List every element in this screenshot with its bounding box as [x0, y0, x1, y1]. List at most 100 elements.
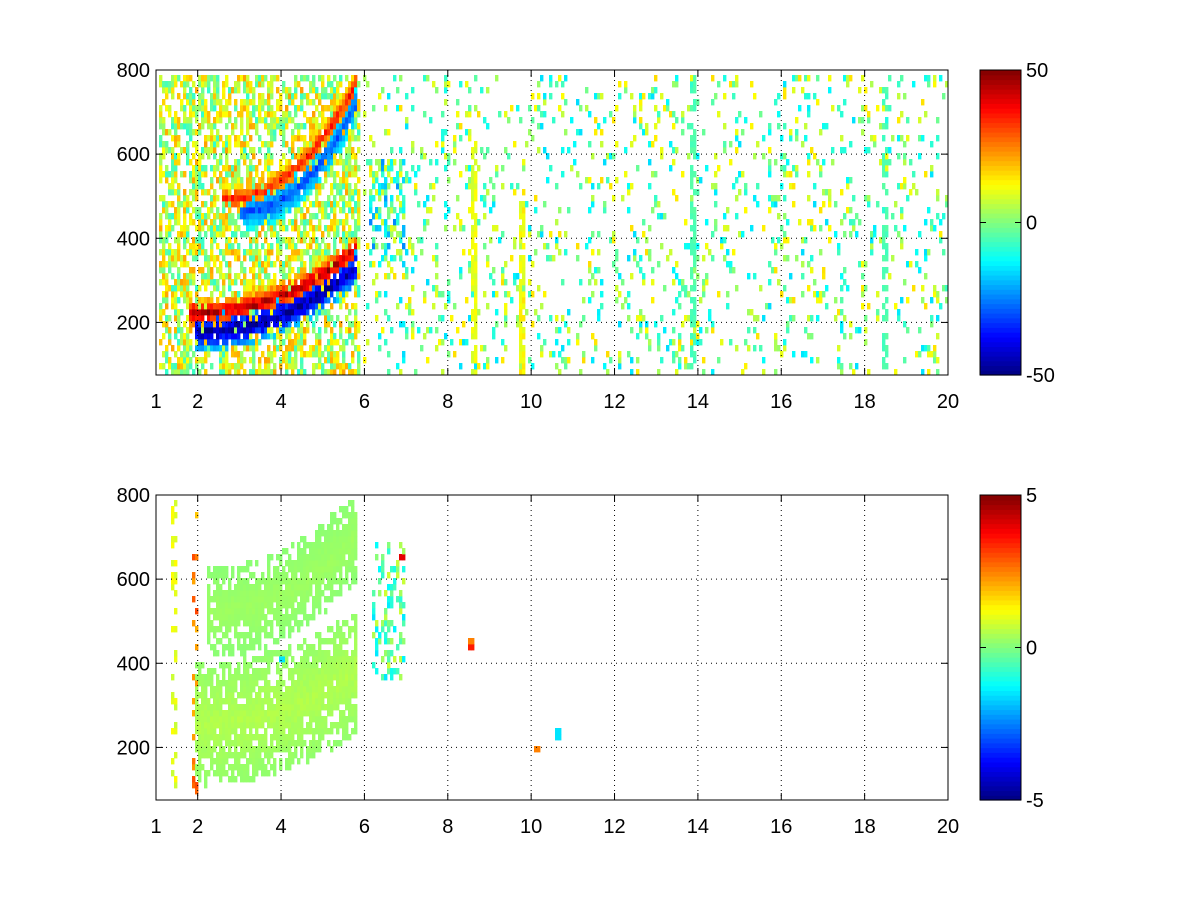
- heatmap-cell: [297, 728, 301, 735]
- heatmap-cell: [945, 285, 949, 292]
- heatmap-cell: [216, 752, 220, 759]
- heatmap-cell: [651, 87, 655, 94]
- heatmap-cell: [435, 243, 439, 250]
- heatmap-cell: [252, 237, 256, 244]
- heatmap-cell: [228, 273, 232, 280]
- heatmap-cell: [354, 183, 358, 190]
- heatmap-cell: [264, 596, 268, 603]
- heatmap-cell: [243, 273, 247, 280]
- heatmap-cell: [183, 93, 187, 100]
- heatmap-cell: [213, 710, 217, 717]
- heatmap-cell: [336, 279, 340, 286]
- heatmap-cell: [198, 243, 202, 250]
- heatmap-cell: [255, 698, 259, 705]
- heatmap-cell: [168, 225, 172, 232]
- heatmap-cell: [657, 261, 661, 268]
- heatmap-cell: [258, 189, 262, 196]
- heatmap-cell: [243, 620, 247, 627]
- heatmap-cell: [849, 363, 853, 370]
- heatmap-cell: [165, 321, 169, 328]
- heatmap-cell: [873, 231, 877, 238]
- heatmap-cell: [234, 620, 238, 627]
- heatmap-cell: [837, 309, 841, 316]
- heatmap-cell: [804, 351, 808, 358]
- heatmap-cell: [312, 75, 316, 82]
- heatmap-cell: [372, 105, 376, 112]
- heatmap-cell: [519, 117, 523, 124]
- heatmap-cell: [231, 566, 235, 573]
- heatmap-cell: [213, 123, 217, 130]
- heatmap-cell: [186, 129, 190, 136]
- heatmap-cell: [411, 309, 415, 316]
- heatmap-cell: [369, 195, 373, 202]
- heatmap-cell: [375, 177, 379, 184]
- heatmap-cell: [327, 135, 331, 142]
- heatmap-cell: [693, 141, 697, 148]
- heatmap-cell: [327, 351, 331, 358]
- heatmap-cell: [267, 177, 271, 184]
- heatmap-cell: [198, 75, 202, 82]
- heatmap-cell: [348, 243, 352, 250]
- heatmap-cell: [204, 99, 208, 106]
- heatmap-cell: [774, 201, 778, 208]
- heatmap-cell: [306, 159, 310, 166]
- heatmap-cell: [726, 291, 730, 298]
- heatmap-cell: [180, 255, 184, 262]
- heatmap-cell: [615, 249, 619, 256]
- heatmap-cell: [300, 273, 304, 280]
- heatmap-cell: [168, 315, 172, 322]
- heatmap-cell: [297, 560, 301, 567]
- heatmap-cell: [411, 267, 415, 274]
- heatmap-cell: [270, 746, 274, 753]
- heatmap-cell: [288, 710, 292, 717]
- heatmap-cell: [675, 261, 679, 268]
- heatmap-cell: [294, 105, 298, 112]
- heatmap-cell: [327, 201, 331, 208]
- heatmap-cell: [885, 159, 889, 166]
- heatmap-cell: [336, 129, 340, 136]
- heatmap-cell: [537, 123, 541, 130]
- heatmap-cell: [846, 177, 850, 184]
- heatmap-cell: [234, 201, 238, 208]
- heatmap-cell: [468, 111, 472, 118]
- heatmap-cell: [174, 560, 178, 567]
- heatmap-cell: [765, 303, 769, 310]
- heatmap-cell: [462, 339, 466, 346]
- heatmap-cell: [315, 225, 319, 232]
- heatmap-cell: [486, 189, 490, 196]
- heatmap-cell: [459, 267, 463, 274]
- heatmap-cell: [495, 291, 499, 298]
- heatmap-cell: [942, 213, 946, 220]
- heatmap-cell: [294, 560, 298, 567]
- heatmap-cell: [309, 255, 313, 262]
- heatmap-cell: [309, 153, 313, 160]
- heatmap-cell: [720, 243, 724, 250]
- heatmap-cell: [192, 303, 196, 310]
- heatmap-cell: [342, 225, 346, 232]
- heatmap-cell: [303, 267, 307, 274]
- heatmap-cell: [240, 692, 244, 699]
- heatmap-cell: [627, 207, 631, 214]
- heatmap-cell: [294, 213, 298, 220]
- heatmap-cell: [630, 273, 634, 280]
- heatmap-cell: [726, 249, 730, 256]
- heatmap-cell: [873, 141, 877, 148]
- heatmap-cell: [273, 207, 277, 214]
- heatmap-cell: [354, 99, 358, 106]
- heatmap-cell: [339, 267, 343, 274]
- heatmap-cell: [378, 195, 382, 202]
- heatmap-cell: [639, 309, 643, 316]
- heatmap-cell: [213, 231, 217, 238]
- heatmap-cell: [243, 614, 247, 621]
- heatmap-cell: [612, 153, 616, 160]
- heatmap-cell: [351, 81, 355, 88]
- heatmap-cell: [882, 165, 886, 172]
- heatmap-cell: [198, 285, 202, 292]
- heatmap-cell: [396, 249, 400, 256]
- heatmap-cell: [264, 123, 268, 130]
- heatmap-cell: [636, 357, 640, 364]
- heatmap-cell: [297, 626, 301, 633]
- heatmap-cell: [804, 135, 808, 142]
- heatmap-cell: [204, 722, 208, 729]
- heatmap-cell: [216, 309, 220, 316]
